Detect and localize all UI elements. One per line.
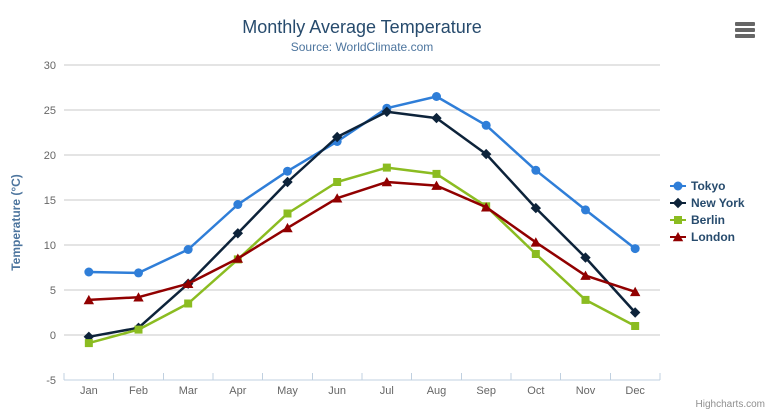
credits-link[interactable]: Highcharts.com xyxy=(695,399,765,410)
data-point-tokyo-apr[interactable] xyxy=(233,200,243,209)
data-point-tokyo-feb[interactable] xyxy=(134,268,143,278)
data-point-london-feb[interactable] xyxy=(133,292,144,302)
y-axis-label: 20 xyxy=(44,150,56,162)
y-axis-label: 25 xyxy=(44,105,56,117)
data-point-london-apr[interactable] xyxy=(232,253,244,263)
data-point-london-may[interactable] xyxy=(282,222,293,233)
data-point-berlin-oct[interactable] xyxy=(531,250,540,258)
data-point-new-york-apr[interactable] xyxy=(232,228,244,239)
data-point-tokyo-sep[interactable] xyxy=(481,120,491,130)
y-axis-label: -5 xyxy=(46,375,56,387)
series-line-berlin xyxy=(88,166,636,345)
diamond-marker-icon xyxy=(670,197,686,208)
chart-subtitle: Source: WorldClimate.com xyxy=(290,40,434,54)
x-axis-label: Sep xyxy=(476,385,496,397)
data-point-new-york-may[interactable] xyxy=(282,176,293,188)
x-axis-label: Jul xyxy=(380,385,394,397)
triangle-marker-icon xyxy=(670,231,686,241)
y-axis-label: 0 xyxy=(50,330,56,342)
data-point-tokyo-oct[interactable] xyxy=(531,165,541,175)
data-point-berlin-aug[interactable] xyxy=(432,169,441,178)
legend-item-berlin[interactable]: Berlin xyxy=(670,211,745,228)
x-axis-label: Nov xyxy=(576,385,596,397)
data-point-new-york-sep[interactable] xyxy=(480,148,492,160)
data-point-tokyo-nov[interactable] xyxy=(581,205,590,215)
square-marker-icon xyxy=(670,215,686,224)
data-point-london-sep[interactable] xyxy=(480,202,492,212)
data-point-berlin-may[interactable] xyxy=(283,209,292,218)
hamburger-menu-icon xyxy=(735,34,755,38)
data-point-berlin-jan[interactable] xyxy=(84,339,93,348)
y-axis-title: Temperature (°C) xyxy=(9,174,23,271)
legend-label: Tokyo xyxy=(691,178,726,193)
data-point-berlin-jul[interactable] xyxy=(382,163,391,172)
data-point-london-jul[interactable] xyxy=(381,177,393,187)
y-axis-label: 10 xyxy=(44,240,56,252)
x-axis-label: Jun xyxy=(328,385,346,397)
data-point-london-jan[interactable] xyxy=(83,294,95,305)
chart-title: Monthly Average Temperature xyxy=(242,17,482,37)
data-point-new-york-dec[interactable] xyxy=(629,307,641,318)
data-point-london-oct[interactable] xyxy=(530,237,542,247)
data-point-tokyo-dec[interactable] xyxy=(630,244,640,254)
x-axis-label: Jan xyxy=(80,385,98,397)
data-point-new-york-oct[interactable] xyxy=(530,202,542,214)
series-line-new-york xyxy=(88,110,637,339)
data-point-tokyo-jan[interactable] xyxy=(84,267,94,277)
hamburger-menu-icon xyxy=(735,28,755,32)
data-point-london-nov[interactable] xyxy=(580,270,591,280)
x-axis-label: May xyxy=(277,385,298,397)
data-point-berlin-mar[interactable] xyxy=(184,299,193,308)
x-axis-label: Feb xyxy=(129,385,148,397)
data-point-tokyo-aug[interactable] xyxy=(432,92,441,101)
data-point-london-jun[interactable] xyxy=(331,193,343,203)
legend-label: London xyxy=(691,229,735,244)
data-point-berlin-dec[interactable] xyxy=(631,322,640,330)
y-axis-label: 5 xyxy=(50,285,56,297)
data-point-berlin-nov[interactable] xyxy=(581,295,590,304)
legend-item-new-york[interactable]: New York xyxy=(670,194,745,211)
x-axis-label: Oct xyxy=(527,385,544,397)
data-point-tokyo-mar[interactable] xyxy=(183,245,193,254)
legend-item-tokyo[interactable]: Tokyo xyxy=(670,177,745,194)
data-point-new-york-aug[interactable] xyxy=(431,112,442,124)
legend-item-london[interactable]: London xyxy=(670,228,745,245)
x-axis-label: Dec xyxy=(625,385,645,397)
legend-label: Berlin xyxy=(691,212,726,227)
data-point-new-york-jun[interactable] xyxy=(331,131,343,143)
hamburger-menu-icon xyxy=(735,22,755,26)
legend: Tokyo New York Berlin London xyxy=(670,177,745,245)
circle-marker-icon xyxy=(670,181,686,190)
data-point-new-york-jul[interactable] xyxy=(381,106,393,117)
data-point-berlin-feb[interactable] xyxy=(134,325,143,334)
data-point-london-mar[interactable] xyxy=(182,278,194,288)
x-axis-label: Apr xyxy=(229,385,246,397)
y-axis-label: 15 xyxy=(44,195,56,207)
x-axis-label: Mar xyxy=(179,385,198,397)
legend-label: New York xyxy=(691,195,745,210)
x-axis-label: Aug xyxy=(427,385,447,397)
data-point-london-dec[interactable] xyxy=(629,286,641,297)
series-line-london xyxy=(88,180,636,302)
data-point-new-york-nov[interactable] xyxy=(580,252,591,263)
series-line-tokyo xyxy=(88,95,636,275)
export-menu-button[interactable] xyxy=(733,20,757,40)
data-point-berlin-jun[interactable] xyxy=(333,178,342,186)
data-point-tokyo-may[interactable] xyxy=(283,166,292,176)
data-point-london-aug[interactable] xyxy=(431,180,442,190)
y-axis-label: 30 xyxy=(44,60,56,72)
